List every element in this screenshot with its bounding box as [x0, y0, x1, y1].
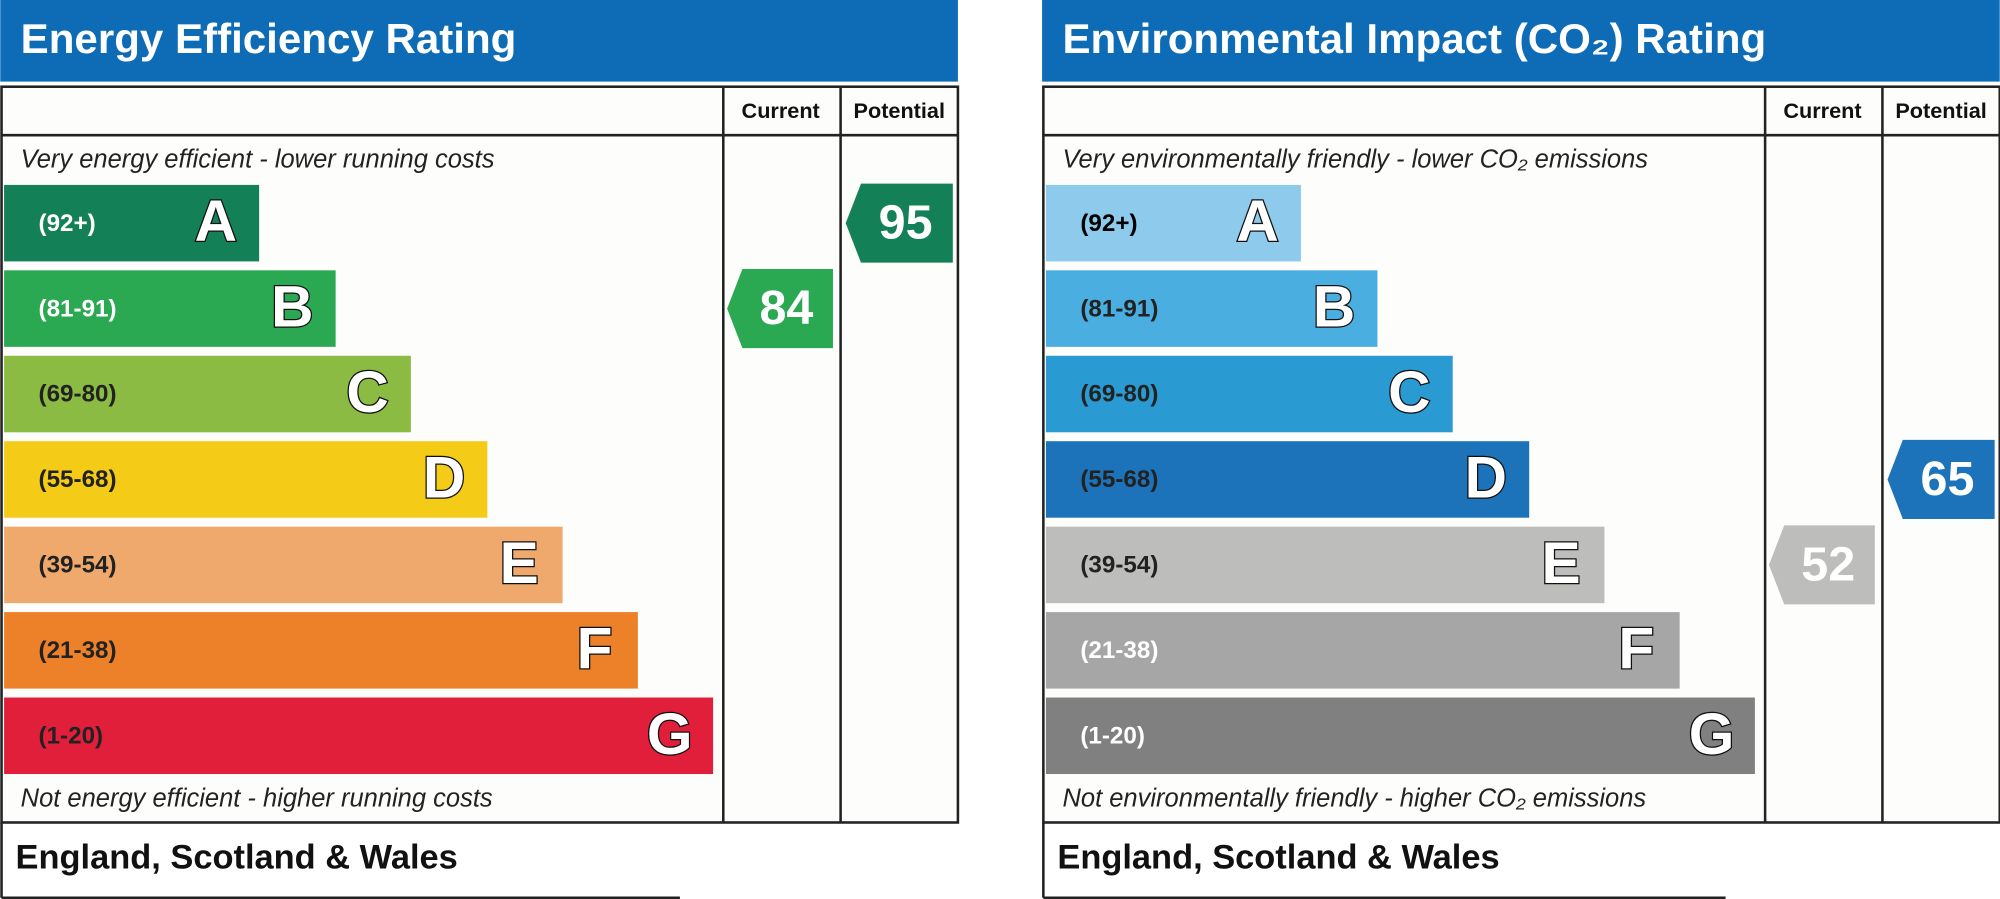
- rating-band: [4, 697, 714, 775]
- panel-title: Energy Efficiency Rating: [21, 15, 517, 62]
- bottom-note: Not energy efficient - higher running co…: [21, 784, 493, 812]
- panel-header: [0, 0, 958, 82]
- band-range: (81-91): [1080, 295, 1158, 322]
- band-range: (55-68): [1080, 466, 1158, 493]
- rating-band: [4, 270, 336, 347]
- rating-arrow: [845, 183, 953, 263]
- rating-band: [4, 526, 563, 604]
- rating-band: [4, 184, 260, 262]
- band-range: (39-54): [1080, 552, 1158, 579]
- band-letter: G: [1689, 702, 1735, 767]
- rating-band: [1045, 441, 1530, 518]
- band-letter: E: [500, 531, 539, 596]
- rating-value: 65: [1921, 452, 1975, 506]
- top-note: Very energy efficient - lower running co…: [21, 145, 495, 173]
- column-header: Current: [742, 98, 820, 123]
- band-letter: B: [271, 275, 313, 340]
- footer-region: England, Scotland & Wales: [1057, 839, 1499, 877]
- rating-panel: Environmental Impact (CO₂) Rating Current…: [1042, 0, 2000, 899]
- band-letter: A: [195, 189, 237, 254]
- rating-band: [1045, 270, 1378, 347]
- rating-value: 95: [879, 196, 933, 250]
- rating-value: 84: [759, 281, 813, 335]
- rating-arrow: [1887, 439, 1995, 519]
- panel-title: Environmental Impact (CO₂) Rating: [1062, 15, 1766, 62]
- band-range: (81-91): [39, 295, 117, 322]
- band-letter: G: [647, 702, 693, 767]
- rating-arrow: [1768, 525, 1875, 605]
- rating-band: [4, 612, 638, 689]
- band-range: (39-54): [39, 552, 117, 579]
- band-range: (69-80): [1080, 381, 1158, 408]
- rating-panel: Energy Efficiency Rating Current Potential…: [0, 0, 960, 899]
- band-range: (92+): [39, 210, 96, 237]
- band-letter: F: [1618, 616, 1654, 681]
- rating-value: 52: [1801, 537, 1855, 591]
- rating-band: [1045, 526, 1605, 604]
- band-letter: C: [1388, 360, 1430, 425]
- rating-band: [1045, 697, 1755, 775]
- band-letter: D: [423, 446, 465, 511]
- band-range: (21-38): [1080, 637, 1158, 664]
- bottom-note: Not environmentally friendly - higher CO…: [1062, 784, 1646, 812]
- band-range: (1-20): [39, 722, 104, 749]
- band-range: (92+): [1080, 210, 1137, 237]
- band-letter: D: [1465, 446, 1507, 511]
- band-range: (55-68): [39, 466, 117, 493]
- band-range: (21-38): [39, 637, 117, 664]
- top-note: Very environmentally friendly - lower CO…: [1062, 145, 1648, 173]
- column-header: Current: [1783, 98, 1861, 123]
- rating-band: [1045, 612, 1680, 689]
- panel-header: [1042, 0, 2000, 82]
- rating-arrow: [727, 269, 833, 349]
- band-letter: C: [346, 360, 388, 425]
- footer-region: England, Scotland & Wales: [16, 839, 458, 877]
- band-range: (1-20): [1080, 722, 1145, 749]
- column-header: Potential: [1895, 98, 1986, 123]
- band-letter: F: [577, 616, 613, 681]
- rating-band: [1045, 355, 1453, 433]
- rating-band: [1045, 184, 1301, 262]
- band-range: (69-80): [39, 381, 117, 408]
- band-letter: E: [1542, 531, 1581, 596]
- band-letter: B: [1313, 275, 1355, 340]
- band-letter: A: [1236, 189, 1278, 254]
- rating-band: [4, 441, 488, 518]
- column-header: Potential: [854, 98, 945, 123]
- rating-band: [4, 355, 411, 433]
